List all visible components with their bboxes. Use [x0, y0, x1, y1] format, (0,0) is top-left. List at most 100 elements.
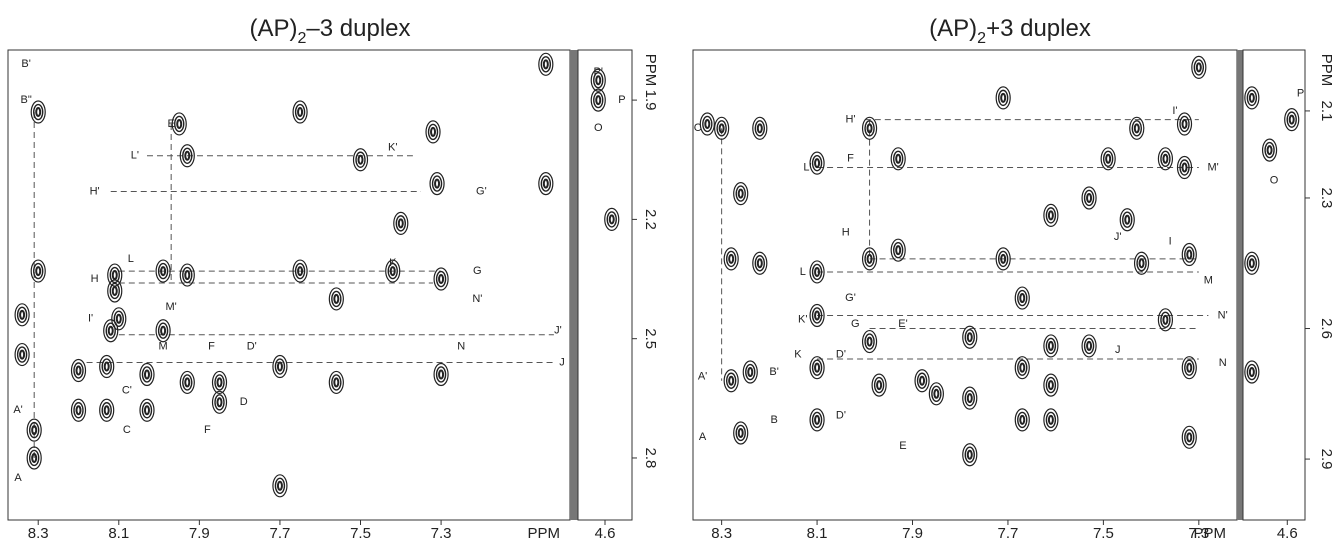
peak-contour	[809, 408, 825, 432]
peak-contour	[864, 333, 875, 350]
peak-contour	[1244, 360, 1260, 384]
peak-contour	[895, 245, 902, 256]
peak-contour	[919, 375, 926, 386]
peak-contour	[1019, 414, 1026, 425]
peak-label: D'	[836, 409, 846, 421]
peak-label: N'	[472, 293, 482, 305]
peak-contour	[438, 274, 445, 285]
peak-contour	[866, 253, 873, 264]
peak-label: E	[167, 118, 174, 130]
peak-contour	[143, 369, 150, 380]
peak-contour	[1045, 411, 1057, 429]
y-tick-label: 2.3	[1318, 188, 1335, 209]
peak-contour	[35, 107, 42, 118]
peak-contour	[70, 358, 87, 383]
peak-contour	[725, 372, 737, 389]
peak-label: G'	[476, 185, 487, 197]
separator	[1237, 50, 1243, 520]
peak-contour	[604, 207, 620, 231]
peak-contour	[752, 251, 768, 275]
peak-contour	[1244, 86, 1260, 110]
peak-contour	[1184, 246, 1195, 263]
peak-contour	[1136, 255, 1147, 272]
peak-contour	[814, 266, 821, 277]
peak-label: P'	[594, 66, 603, 78]
peak-contour	[155, 319, 171, 343]
peak-contour	[966, 393, 973, 404]
peak-contour	[179, 370, 195, 395]
peak-contour	[538, 172, 554, 196]
peak-contour	[103, 319, 119, 343]
peak-contour	[1191, 55, 1207, 80]
peak-contour	[814, 158, 821, 169]
peak-contour	[26, 446, 42, 470]
peak-contour	[103, 405, 110, 416]
peak-contour	[1248, 258, 1255, 269]
peak-label: G'	[845, 292, 856, 304]
peak-contour	[99, 398, 115, 422]
peak-label: B'	[769, 366, 778, 378]
x-tick-label: 7.9	[902, 525, 923, 542]
peak-contour	[861, 116, 878, 140]
title-part: (AP)	[250, 15, 298, 42]
peak-contour	[716, 120, 727, 137]
peak-contour	[811, 263, 823, 281]
peak-contour	[1083, 337, 1095, 355]
peak-contour	[814, 310, 821, 321]
peak-contour	[1131, 120, 1142, 137]
peak-label: A	[699, 431, 707, 443]
peak-contour	[26, 418, 42, 442]
peak-contour	[1017, 289, 1028, 307]
peak-contour	[814, 414, 821, 425]
peak-contour	[111, 307, 127, 331]
peak-contour	[179, 263, 195, 287]
peak-contour	[272, 474, 288, 498]
peak-contour	[540, 56, 552, 73]
peak-contour	[1045, 337, 1057, 355]
peak-contour	[1186, 362, 1193, 373]
peak-contour	[962, 325, 978, 349]
y-tick-label: 2.9	[1318, 449, 1335, 470]
peak-contour	[892, 241, 904, 259]
peak-contour	[1102, 150, 1114, 167]
peak-label: A'	[13, 404, 22, 416]
peak-contour	[1043, 334, 1059, 358]
peak-contour	[430, 126, 437, 137]
chart-title: (AP)2–3 duplex	[250, 15, 411, 46]
peak-contour	[160, 266, 167, 277]
peak-contour	[995, 247, 1011, 271]
peak-contour	[873, 376, 885, 394]
peak-label: K'	[798, 314, 807, 326]
peak-contour	[435, 270, 447, 288]
peak-contour	[31, 452, 38, 463]
peak-contour	[113, 310, 124, 327]
peak-contour	[754, 120, 766, 137]
peak-contour	[1195, 62, 1202, 73]
peak-contour	[928, 382, 944, 406]
peak-contour	[211, 370, 228, 395]
peak-contour	[1181, 118, 1188, 129]
peak-contour	[427, 123, 439, 141]
peak-contour	[861, 329, 878, 354]
peak-contour	[861, 247, 878, 271]
peak-contour	[107, 325, 114, 336]
peak-contour	[1179, 115, 1190, 133]
x-tick-label: 7.7	[270, 525, 291, 542]
peak-contour	[1157, 147, 1174, 171]
peak-contour	[914, 369, 930, 393]
peak-label: N	[457, 341, 465, 353]
peak-contour	[35, 266, 42, 277]
x-tick-label: 7.5	[350, 525, 371, 542]
peak-label: E	[899, 440, 906, 452]
peak-contour	[141, 366, 153, 383]
peak-contour	[333, 293, 340, 304]
peak-contour	[704, 118, 711, 129]
peak-contour	[737, 188, 744, 199]
peak-contour	[871, 373, 887, 397]
peak-contour	[297, 266, 304, 277]
peak-contour	[355, 151, 366, 168]
peak-label: L	[800, 266, 806, 278]
peak-contour	[606, 211, 617, 228]
peak-contour	[30, 100, 46, 124]
